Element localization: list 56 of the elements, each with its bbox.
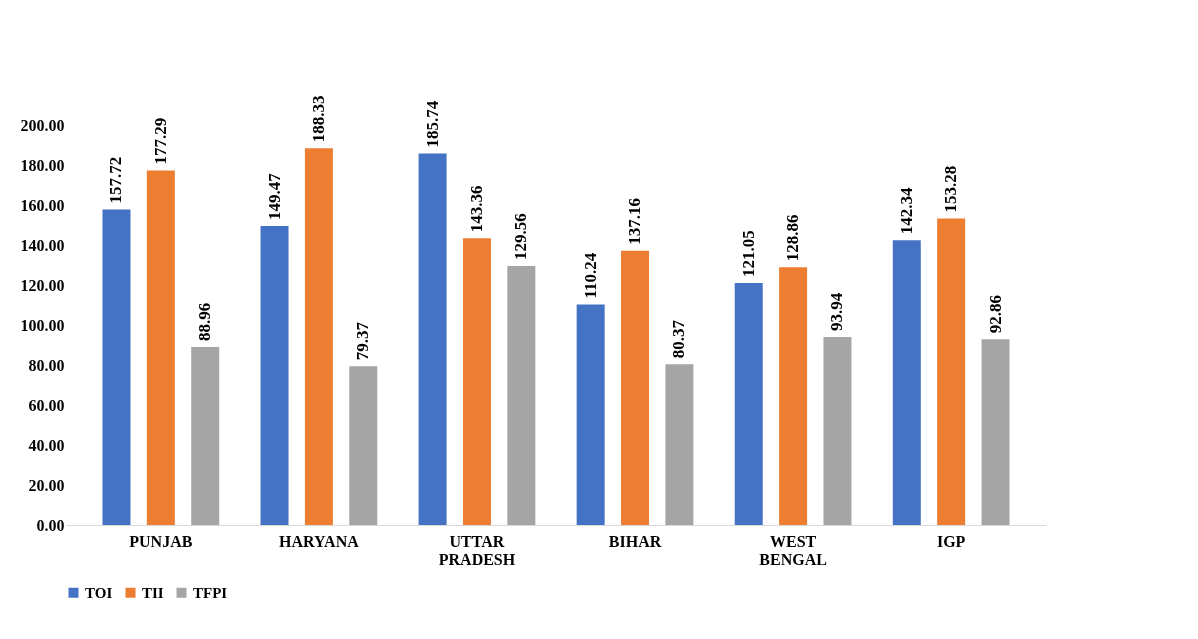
bar bbox=[102, 209, 131, 525]
bar bbox=[823, 337, 852, 525]
data-label: 129.56 bbox=[511, 213, 531, 260]
data-label: 88.96 bbox=[195, 302, 215, 342]
bar bbox=[665, 364, 694, 525]
bar bbox=[779, 267, 808, 525]
x-tick-label: UTTAR PRADESH bbox=[438, 532, 516, 568]
bar bbox=[576, 304, 605, 525]
data-label: 142.34 bbox=[896, 187, 916, 235]
y-tick-label: 80.00 bbox=[28, 356, 65, 374]
data-label: 153.28 bbox=[941, 165, 961, 213]
bar bbox=[892, 240, 921, 525]
bar bbox=[507, 265, 536, 525]
data-label: 80.37 bbox=[669, 319, 689, 359]
data-label: 185.74 bbox=[422, 100, 442, 148]
legend-label: TFPI bbox=[193, 584, 228, 601]
y-tick-label: 120.00 bbox=[20, 276, 65, 294]
legend-label: TOI bbox=[85, 584, 113, 601]
y-tick-label: 40.00 bbox=[28, 436, 65, 454]
x-tick-label: PUNJAB bbox=[129, 532, 193, 550]
data-label: 149.47 bbox=[264, 172, 284, 221]
bar bbox=[734, 282, 763, 525]
bar bbox=[260, 226, 289, 525]
data-label: 188.33 bbox=[308, 95, 328, 143]
bar bbox=[349, 366, 378, 525]
bar bbox=[981, 339, 1010, 525]
data-label: 177.29 bbox=[150, 117, 170, 165]
data-label: 143.36 bbox=[466, 185, 486, 233]
bar bbox=[937, 218, 966, 525]
bar bbox=[462, 238, 491, 525]
data-label: 157.72 bbox=[106, 156, 126, 204]
y-tick-label: 60.00 bbox=[28, 396, 65, 414]
y-tick-label: 0.00 bbox=[36, 516, 65, 534]
x-tick-label: WEST BENGAL bbox=[759, 532, 827, 568]
data-label: 79.37 bbox=[353, 321, 373, 361]
bar bbox=[304, 148, 333, 525]
bar bbox=[621, 250, 650, 525]
y-tick-label: 100.00 bbox=[20, 316, 65, 334]
data-label: 128.86 bbox=[783, 214, 803, 262]
bar bbox=[191, 347, 220, 525]
bar bbox=[146, 170, 175, 525]
data-label: 137.16 bbox=[625, 197, 645, 245]
bar bbox=[418, 153, 447, 525]
data-label: 121.05 bbox=[738, 230, 758, 277]
x-tick-label: HARYANA bbox=[279, 532, 360, 550]
x-tick-label: BIHAR bbox=[608, 532, 662, 550]
y-tick-label: 180.00 bbox=[20, 156, 65, 174]
legend-label: TII bbox=[142, 584, 164, 601]
data-label: 93.94 bbox=[827, 292, 847, 332]
data-label: 92.86 bbox=[985, 295, 1005, 334]
data-label: 110.24 bbox=[580, 252, 600, 299]
y-tick-label: 20.00 bbox=[28, 476, 65, 494]
y-tick-label: 200.00 bbox=[20, 116, 65, 134]
y-tick-label: 140.00 bbox=[20, 236, 65, 254]
y-tick-label: 160.00 bbox=[20, 196, 65, 214]
x-tick-label: IGP bbox=[936, 532, 966, 550]
